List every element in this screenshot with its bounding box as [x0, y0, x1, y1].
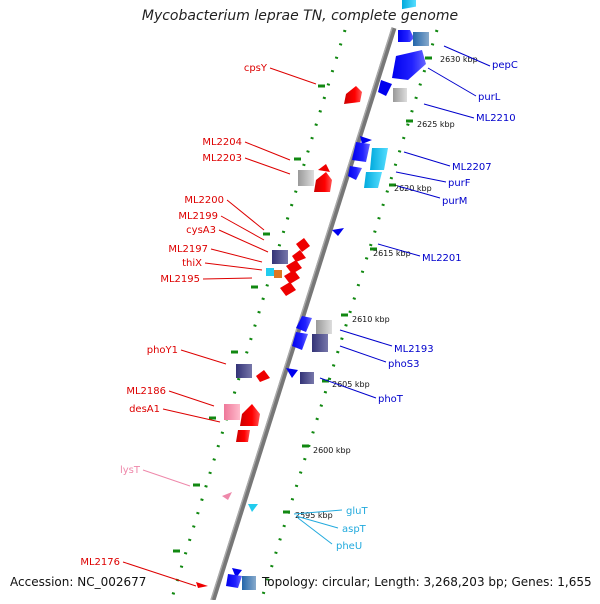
gene-label-ml2195[interactable]: ML2195 [160, 274, 200, 285]
gene-glyphs [196, 0, 429, 590]
genome-backbone [210, 27, 397, 601]
outer-track-left [170, 29, 347, 599]
left-gene-labels: cpsY ML2204 ML2203 ML2200 ML2199 cysA3 ML2197 t… [80, 63, 317, 587]
gene-label-ml2207[interactable]: ML2207 [452, 162, 492, 173]
gene-label-cysa3[interactable]: cysA3 [186, 225, 216, 236]
tick-label: 2600 kbp [313, 446, 351, 455]
leader-line [180, 349, 227, 365]
outer-track-right [260, 29, 439, 599]
gene-label-phos3[interactable]: phoS3 [388, 359, 420, 370]
tick-marks [173, 56, 432, 553]
gene-label-ml2204[interactable]: ML2204 [202, 137, 242, 148]
leader-line [403, 151, 451, 167]
gene-label-lyst[interactable]: lysT [120, 465, 141, 476]
tick-label: 2605 kbp [332, 380, 370, 389]
tick-labels: 2630 kbp 2625 kbp 2620 kbp 2615 kbp 2610 kbp… [295, 55, 478, 520]
gene-label-ml2176[interactable]: ML2176 [80, 557, 120, 568]
gene-label-ml2210[interactable]: ML2210 [476, 113, 516, 124]
genome-backbone-highlight [210, 27, 393, 601]
leader-line [339, 345, 387, 363]
leader-line [319, 377, 377, 399]
gene-label-ml2193[interactable]: ML2193 [394, 344, 434, 355]
gene-label-ml2199[interactable]: ML2199 [178, 211, 218, 222]
gene-label-ml2197[interactable]: ML2197 [168, 244, 208, 255]
tick-label: 2620 kbp [394, 184, 432, 193]
gene-label-phot[interactable]: phoT [378, 394, 404, 405]
leader-line [269, 67, 317, 85]
tick-label: 2615 kbp [373, 249, 411, 258]
tick-label: 2625 kbp [417, 120, 455, 129]
leader-line [202, 277, 253, 280]
leader-line [168, 390, 215, 407]
leader-line [395, 171, 447, 183]
gene-label-purm[interactable]: purM [442, 196, 467, 207]
leader-line [142, 469, 191, 487]
leader-line [339, 329, 393, 347]
gene-label-ml2186[interactable]: ML2186 [126, 386, 166, 397]
leader-line [226, 199, 265, 231]
tick-label: 2630 kbp [440, 55, 478, 64]
leader-line [244, 141, 291, 161]
leader-line [220, 215, 265, 241]
leader-line [297, 517, 333, 545]
gene-label-phoy1[interactable]: phoY1 [147, 345, 178, 356]
genome-info-text: Topology: circular; Length: 3,268,203 bp… [262, 575, 592, 589]
gene-label-purl[interactable]: purL [478, 92, 501, 103]
leader-line [377, 243, 421, 257]
tick-label: 2610 kbp [352, 315, 390, 324]
gene-label-ml2200[interactable]: ML2200 [184, 195, 224, 206]
leader-line [427, 67, 477, 97]
leader-line [204, 262, 263, 271]
gene-label-pepc[interactable]: pepC [492, 60, 518, 71]
gene-label-ml2201[interactable]: ML2201 [422, 253, 462, 264]
tick-label: 2595 kbp [295, 511, 333, 520]
gene-label-pheu[interactable]: pheU [336, 541, 362, 552]
leader-line [423, 103, 475, 119]
gene-label-ml2203[interactable]: ML2203 [202, 153, 242, 164]
leader-line [293, 509, 343, 515]
leader-line [210, 248, 263, 263]
leader-line [443, 45, 491, 67]
right-gene-labels: pepC purL ML2210 ML2207 purF purM ML2201 ML2193… [293, 45, 518, 552]
leader-line [122, 561, 197, 587]
leader-line [295, 515, 339, 529]
gene-label-purf[interactable]: purF [448, 178, 471, 189]
leader-line [162, 408, 221, 423]
leader-line [397, 185, 441, 199]
leader-line [244, 157, 291, 175]
gene-label-desa1[interactable]: desA1 [129, 404, 160, 415]
gene-label-cpsy[interactable]: cpsY [244, 63, 268, 74]
genome-title: Mycobacterium leprae TN, complete genome [141, 8, 459, 24]
gene-label-aspt[interactable]: aspT [342, 524, 367, 535]
gene-label-thix[interactable]: thiX [182, 258, 202, 269]
accession-text: Accession: NC_002677 [10, 575, 147, 589]
leader-line [218, 229, 269, 253]
gene-label-glut[interactable]: gluT [346, 506, 368, 517]
